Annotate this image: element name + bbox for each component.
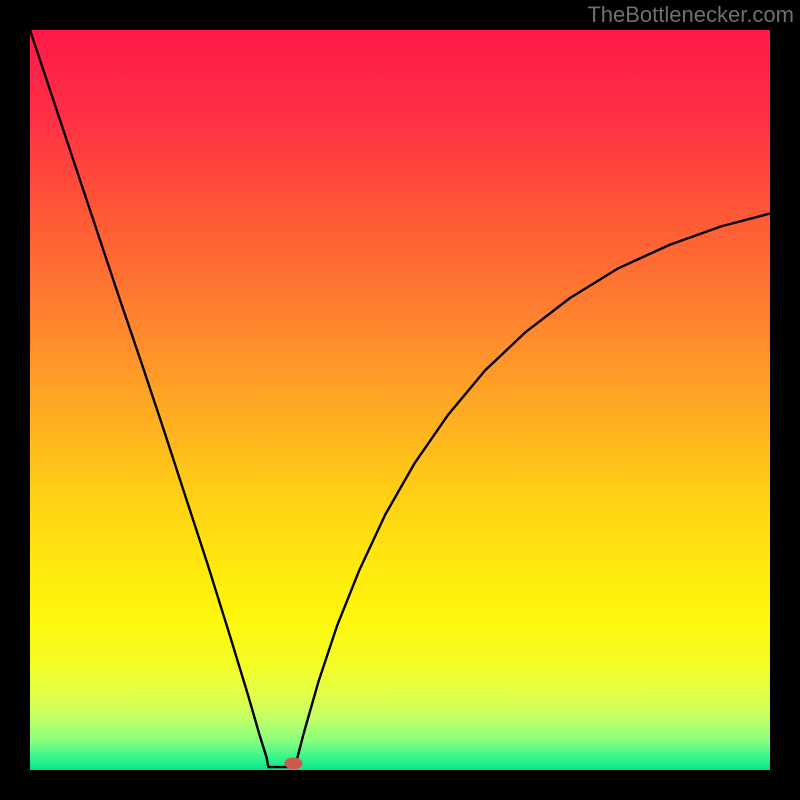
watermark-text: TheBottlenecker.com: [587, 2, 794, 28]
bottleneck-chart: [30, 30, 770, 770]
optimum-marker: [284, 757, 302, 769]
chart-background: [30, 30, 770, 770]
chart-frame: TheBottlenecker.com: [0, 0, 800, 800]
chart-svg: [30, 30, 770, 770]
